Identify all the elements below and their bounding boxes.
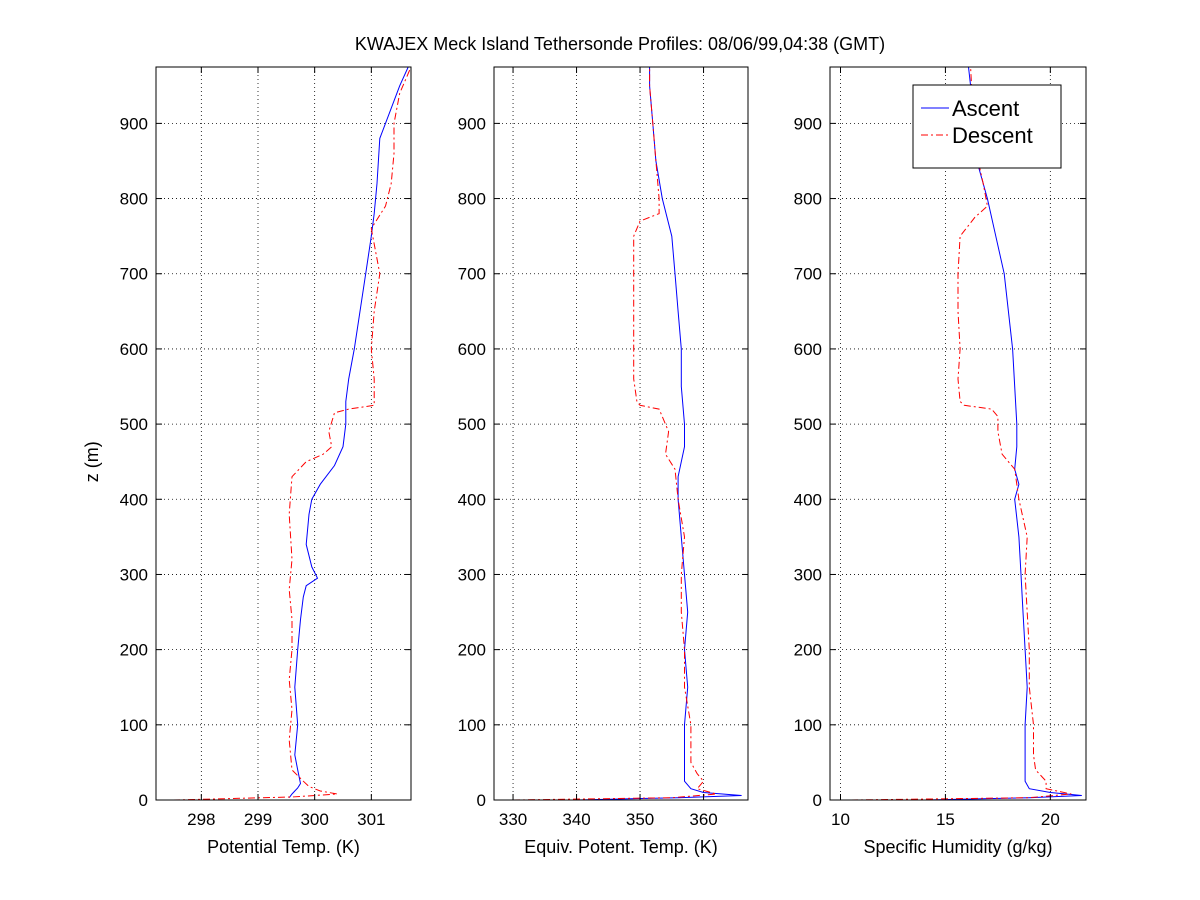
y-tick-label: 900 (794, 114, 822, 133)
x-tick-label: 10 (831, 810, 850, 829)
y-tick-label: 800 (120, 190, 148, 209)
y-tick-label: 300 (458, 565, 486, 584)
y-tick-label: 700 (458, 265, 486, 284)
x-axis-label: Equiv. Potent. Temp. (K) (524, 837, 717, 857)
plot-area (830, 67, 1086, 800)
x-tick-label: 301 (357, 810, 385, 829)
x-tick-label: 330 (499, 810, 527, 829)
x-axis-label: Specific Humidity (g/kg) (863, 837, 1052, 857)
y-tick-label: 800 (458, 190, 486, 209)
chart-panel-1: 298 299 300 301 0 100 200 300 400 500 600 700 800 900… (82, 66, 412, 857)
y-tick-label: 400 (458, 490, 486, 509)
x-tick-label: 340 (562, 810, 590, 829)
chart-panels: 298 299 300 3010100200300400500600700800900… (82, 66, 1087, 857)
axes-frame (493, 66, 749, 801)
legend-label-descent: Descent (952, 123, 1033, 148)
plot-area (494, 67, 748, 800)
y-tick-label: 500 (794, 415, 822, 434)
y-tick-label: 0 (477, 791, 486, 810)
plot-area (156, 67, 411, 800)
x-tick-label: 15 (936, 810, 955, 829)
y-tick-label: 600 (458, 340, 486, 359)
y-tick-label: 900 (120, 114, 148, 133)
y-tick-label: 200 (794, 641, 822, 660)
x-tick-label: 299 (244, 810, 272, 829)
y-tick-label: 500 (120, 415, 148, 434)
y-tick-label: 500 (458, 415, 486, 434)
series-line-descent (172, 67, 411, 800)
x-tick-label: 350 (626, 810, 654, 829)
x-tick-label: 360 (689, 810, 717, 829)
series-line-ascent (924, 67, 1082, 800)
series-line-descent (512, 67, 717, 800)
y-tick-label: 300 (120, 565, 148, 584)
y-tick-label: 900 (458, 114, 486, 133)
x-axis-label: Potential Temp. (K) (207, 837, 360, 857)
y-tick-label: 600 (794, 340, 822, 359)
y-tick-label: 0 (139, 791, 148, 810)
chart-panel-2: 330 340 350 360 0 100 200 300 400 500 600 700 800 900… (458, 66, 749, 857)
y-tick-label: 600 (120, 340, 148, 359)
y-tick-label: 400 (794, 490, 822, 509)
y-axis-label: z (m) (82, 441, 102, 482)
series-line-descent (850, 67, 1072, 800)
y-tick-label: 0 (813, 791, 822, 810)
y-tick-label: 400 (120, 490, 148, 509)
y-tick-label: 100 (794, 716, 822, 735)
y-tick-label: 100 (458, 716, 486, 735)
y-tick-label: 800 (794, 190, 822, 209)
chart-panel-3: 10 15 200100200300400500600700800900Specif… (794, 66, 1087, 857)
legend-label-ascent: Ascent (952, 96, 1019, 121)
x-tick-label: 300 (300, 810, 328, 829)
y-tick-label: 700 (794, 265, 822, 284)
legend-box (912, 84, 1062, 169)
x-tick-label: 20 (1041, 810, 1060, 829)
y-tick-label: 300 (794, 565, 822, 584)
y-tick-label: 700 (120, 265, 148, 284)
series-line-ascent (288, 67, 409, 799)
y-tick-label: 100 (120, 716, 148, 735)
axes-frame (829, 66, 1087, 801)
x-tick-label: 298 (187, 810, 215, 829)
y-tick-label: 200 (120, 641, 148, 660)
figure-title: KWAJEX Meck Island Tethersonde Profiles:… (355, 34, 885, 54)
y-tick-label: 200 (458, 641, 486, 660)
axes-frame (155, 66, 412, 801)
